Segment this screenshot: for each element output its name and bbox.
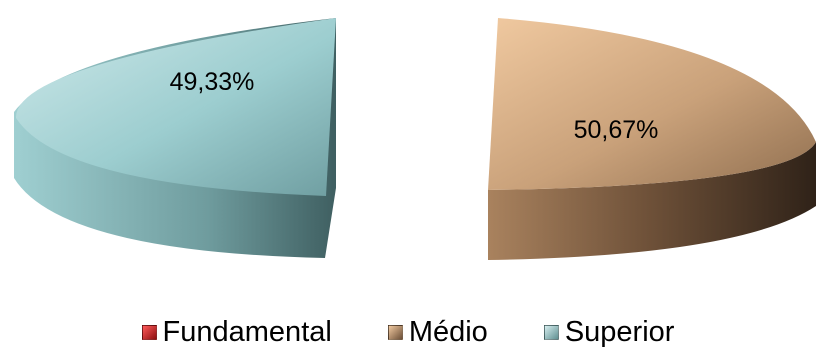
data-label-medio: 50,67% [574,116,659,144]
pie-slice-medio-top [488,18,816,190]
pie-slice-superior-top [15,18,337,196]
legend-swatch-medio [387,324,403,340]
legend-item-superior: Superior [543,315,675,348]
legend-label-superior: Superior [564,315,675,348]
pie-slice-medio-side [488,142,816,260]
legend-swatch-fundamental [141,324,157,340]
pie-slice-superior [14,18,337,258]
chart-legend: Fundamental Médio Superior [0,312,816,352]
legend-item-medio: Médio [387,315,488,348]
data-label-superior: 49,33% [170,68,255,96]
pie-slice-medio [488,18,816,260]
legend-label-medio: Médio [408,315,488,348]
legend-item-fundamental: Fundamental [141,315,332,348]
legend-label-fundamental: Fundamental [162,315,332,348]
legend-swatch-superior [543,324,559,340]
